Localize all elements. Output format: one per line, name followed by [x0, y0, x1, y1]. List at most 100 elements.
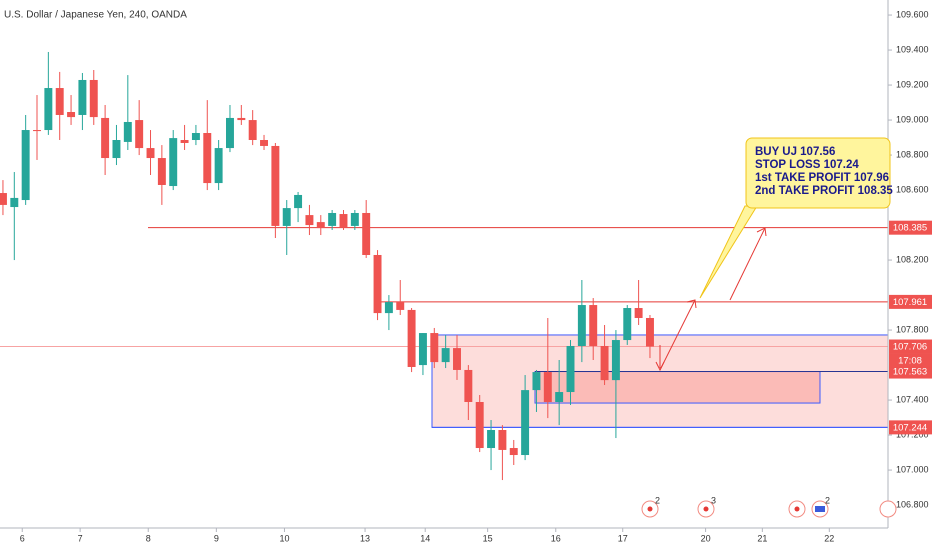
price-tag — [889, 294, 932, 309]
candle-body — [135, 120, 144, 149]
candle-body — [464, 369, 473, 402]
candle-body — [521, 390, 530, 456]
countdown-tag — [889, 353, 932, 368]
candle-body — [78, 79, 87, 115]
annotation-line: 2nd TAKE PROFIT 108.35 — [755, 185, 893, 197]
annotation-line: 1st TAKE PROFIT 107.96 — [755, 172, 889, 184]
x-tick-label: 13 — [360, 533, 370, 543]
price-tag — [889, 339, 932, 354]
candle-body — [373, 254, 382, 314]
event-flag — [815, 506, 825, 512]
y-tick-label: 109.000 — [896, 114, 929, 124]
x-tick-label: 16 — [551, 533, 561, 543]
price-tag — [889, 220, 932, 235]
candle-body — [316, 222, 325, 229]
price-tag-label: 107.244 — [893, 422, 927, 433]
y-tick-label: 108.200 — [896, 254, 929, 264]
arrowhead — [686, 299, 697, 309]
candle-body — [407, 309, 416, 367]
candle-body — [396, 302, 405, 310]
candle-body — [157, 158, 166, 185]
candle-body — [441, 348, 450, 363]
candle-body — [260, 140, 269, 146]
y-tick-label: 109.600 — [896, 9, 929, 19]
annotation-line: BUY UJ 107.56 — [755, 146, 835, 158]
event-icon — [879, 500, 897, 518]
x-tick-label: 9 — [214, 533, 219, 543]
candle-body — [634, 308, 643, 318]
candle-body — [362, 212, 371, 255]
y-tick-label: 107.200 — [896, 429, 929, 439]
y-tick-label: 108.800 — [896, 149, 929, 159]
candle-body — [305, 215, 314, 226]
event-count: 2 — [655, 495, 660, 505]
candle-body — [509, 448, 518, 456]
candle-body — [180, 140, 189, 143]
candle-body — [226, 117, 234, 149]
x-tick-label: 20 — [701, 533, 711, 543]
x-tick-label: 7 — [78, 533, 83, 543]
candle-body — [623, 308, 632, 341]
candle-body — [350, 212, 359, 226]
candle-body — [600, 345, 609, 381]
event-icon — [703, 506, 709, 512]
candle-body — [384, 302, 393, 314]
x-tick-label: 10 — [279, 533, 289, 543]
candle-body — [237, 117, 246, 121]
candle-body — [328, 212, 337, 226]
candle-body — [294, 194, 303, 209]
candle-body — [566, 345, 575, 393]
candle-body — [248, 120, 257, 141]
x-tick-label: 6 — [20, 533, 25, 543]
y-tick-label: 106.800 — [896, 499, 929, 509]
candle-body — [532, 372, 541, 391]
x-tick-label: 17 — [618, 533, 628, 543]
candles — [0, 51, 654, 481]
x-tick-label: 8 — [146, 533, 151, 543]
candle-body — [89, 79, 98, 118]
candle-body — [21, 130, 30, 201]
candle-body — [418, 333, 427, 366]
candle-body — [282, 208, 291, 226]
candle-body — [645, 317, 654, 347]
candle-body — [10, 197, 19, 208]
event-count: 3 — [711, 495, 716, 505]
arrow — [729, 227, 766, 301]
price-tag-label: 108.385 — [893, 223, 927, 234]
x-tick-label: 21 — [757, 533, 767, 543]
y-tick-label: 109.200 — [896, 79, 929, 89]
price-tag-label: 107.563 — [893, 367, 927, 378]
x-tick-label: 15 — [483, 533, 493, 543]
candle-body — [577, 305, 586, 346]
candle-body — [543, 372, 552, 402]
candle-body — [487, 429, 496, 449]
candle-body — [101, 117, 110, 159]
zone — [534, 371, 821, 404]
x-tick-label: 22 — [824, 533, 834, 543]
candle-body — [44, 88, 53, 131]
x-tick-label: 14 — [420, 533, 430, 543]
callout-box — [745, 137, 891, 209]
candle-body — [498, 429, 507, 450]
candle-body — [214, 148, 223, 184]
candle-body — [67, 112, 76, 118]
candle-body — [475, 401, 484, 449]
candle-body — [589, 305, 598, 346]
candle-body — [112, 140, 121, 159]
event-count: 2 — [825, 495, 830, 505]
arrow — [659, 299, 696, 371]
price-tag-label: 107.706 — [893, 342, 927, 353]
arrowhead — [756, 227, 767, 237]
price-tag-label: 107.961 — [893, 297, 927, 308]
candle-body — [191, 133, 200, 141]
countdown: 17:08 — [898, 356, 922, 367]
candle-body — [339, 214, 348, 227]
y-tick-label: 107.400 — [896, 394, 929, 404]
candle-body — [123, 121, 132, 142]
candle-body — [611, 340, 620, 381]
event-icon — [794, 506, 800, 512]
candle-body — [33, 130, 41, 132]
